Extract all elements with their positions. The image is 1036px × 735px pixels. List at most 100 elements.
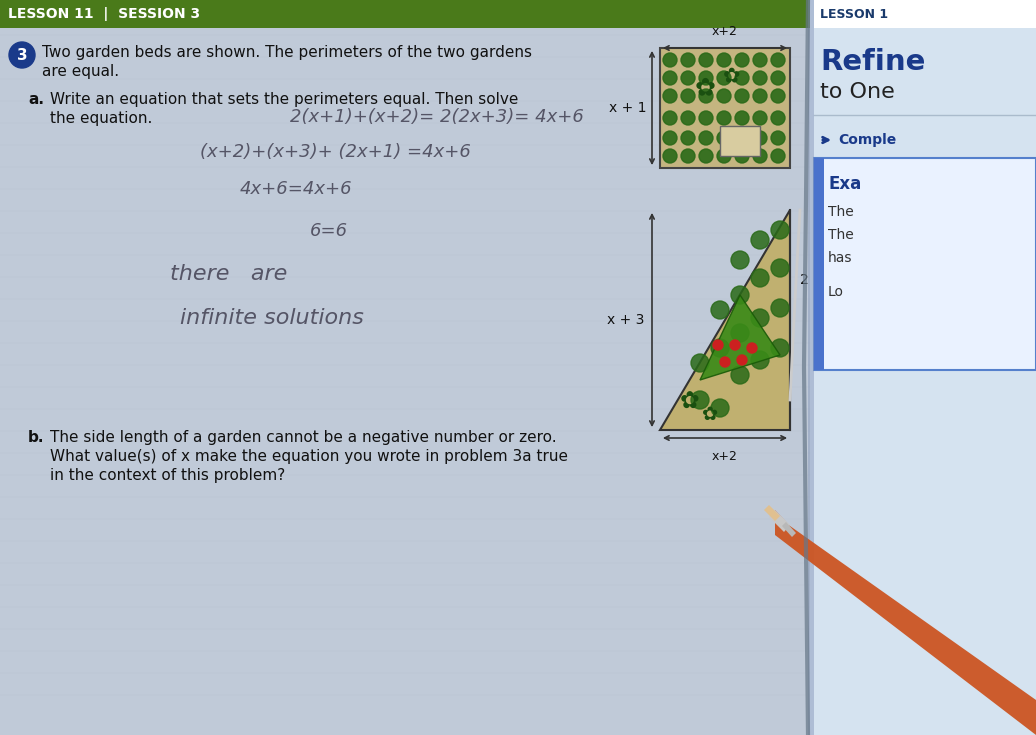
Circle shape	[691, 391, 709, 409]
Circle shape	[751, 351, 769, 369]
FancyBboxPatch shape	[0, 0, 810, 735]
Polygon shape	[808, 0, 814, 735]
Text: LESSON 1: LESSON 1	[821, 7, 888, 21]
Polygon shape	[700, 295, 780, 380]
Text: x + 1: x + 1	[609, 101, 646, 115]
Circle shape	[681, 89, 695, 103]
Circle shape	[663, 89, 677, 103]
Circle shape	[681, 111, 695, 125]
Text: has: has	[828, 251, 853, 265]
Text: x+2: x+2	[712, 25, 738, 38]
Circle shape	[751, 231, 769, 249]
Circle shape	[771, 131, 785, 145]
Circle shape	[699, 149, 713, 163]
Polygon shape	[782, 522, 796, 537]
Text: ✿: ✿	[680, 390, 700, 414]
Text: 6=6: 6=6	[310, 222, 348, 240]
Circle shape	[753, 89, 767, 103]
Text: in the context of this problem?: in the context of this problem?	[50, 468, 285, 483]
Circle shape	[681, 71, 695, 85]
Circle shape	[753, 149, 767, 163]
Circle shape	[717, 111, 731, 125]
Text: (x+2)+(x+3)+ (2x+1) =4x+6: (x+2)+(x+3)+ (2x+1) =4x+6	[200, 143, 471, 161]
Circle shape	[753, 131, 767, 145]
Polygon shape	[814, 158, 1036, 370]
Text: LESSON 11  |  SESSION 3: LESSON 11 | SESSION 3	[8, 7, 200, 21]
Circle shape	[771, 299, 789, 317]
Circle shape	[681, 53, 695, 67]
Text: Two garden beds are shown. The perimeters of the two gardens: Two garden beds are shown. The perimeter…	[42, 45, 533, 60]
Text: Refine: Refine	[821, 48, 925, 76]
Text: to One: to One	[821, 82, 895, 102]
Circle shape	[720, 357, 730, 367]
Text: Write an equation that sets the perimeters equal. Then solve: Write an equation that sets the perimete…	[50, 92, 518, 107]
Circle shape	[731, 324, 749, 342]
Text: Exa: Exa	[828, 175, 861, 193]
Circle shape	[699, 71, 713, 85]
Circle shape	[730, 340, 740, 350]
Polygon shape	[769, 510, 790, 532]
Text: The: The	[828, 228, 854, 242]
Text: the equation.: the equation.	[50, 111, 152, 126]
Circle shape	[699, 53, 713, 67]
Circle shape	[753, 111, 767, 125]
Circle shape	[771, 221, 789, 239]
Circle shape	[735, 89, 749, 103]
Circle shape	[771, 111, 785, 125]
Circle shape	[771, 259, 789, 277]
Circle shape	[771, 339, 789, 357]
Circle shape	[731, 251, 749, 269]
Text: there   are: there are	[170, 264, 287, 284]
Circle shape	[717, 53, 731, 67]
Text: The side length of a garden cannot be a negative number or zero.: The side length of a garden cannot be a …	[50, 430, 556, 445]
Text: ✿: ✿	[723, 66, 741, 86]
Circle shape	[681, 149, 695, 163]
Circle shape	[731, 366, 749, 384]
Text: infinite solutions: infinite solutions	[180, 308, 364, 328]
Polygon shape	[814, 0, 1036, 28]
Circle shape	[717, 149, 731, 163]
Text: ✿: ✿	[694, 76, 716, 100]
Circle shape	[735, 131, 749, 145]
Circle shape	[711, 339, 729, 357]
Circle shape	[663, 111, 677, 125]
Text: x+2: x+2	[712, 450, 738, 463]
Circle shape	[771, 149, 785, 163]
Circle shape	[753, 71, 767, 85]
Polygon shape	[775, 510, 1036, 735]
Text: Comple: Comple	[838, 133, 896, 147]
Text: are equal.: are equal.	[42, 64, 119, 79]
Text: ✿: ✿	[701, 404, 718, 423]
Text: 4x+6=4x+6: 4x+6=4x+6	[240, 180, 352, 198]
Circle shape	[717, 131, 731, 145]
Circle shape	[663, 71, 677, 85]
Text: 3: 3	[17, 48, 27, 62]
Circle shape	[9, 42, 35, 68]
Polygon shape	[660, 48, 790, 168]
Circle shape	[751, 269, 769, 287]
Circle shape	[771, 53, 785, 67]
Circle shape	[699, 131, 713, 145]
Circle shape	[681, 131, 695, 145]
Circle shape	[735, 111, 749, 125]
Circle shape	[663, 149, 677, 163]
Circle shape	[717, 89, 731, 103]
FancyBboxPatch shape	[810, 0, 1036, 735]
Circle shape	[747, 343, 757, 353]
Circle shape	[663, 53, 677, 67]
Text: a.: a.	[28, 92, 44, 107]
Circle shape	[751, 309, 769, 327]
Circle shape	[717, 71, 731, 85]
Text: The: The	[828, 205, 854, 219]
Circle shape	[771, 71, 785, 85]
Polygon shape	[720, 126, 760, 156]
Circle shape	[691, 354, 709, 372]
Text: x + 3: x + 3	[607, 313, 644, 327]
Circle shape	[713, 340, 723, 350]
Circle shape	[731, 286, 749, 304]
Circle shape	[735, 53, 749, 67]
Circle shape	[663, 131, 677, 145]
Circle shape	[711, 399, 729, 417]
Circle shape	[699, 89, 713, 103]
Circle shape	[735, 71, 749, 85]
